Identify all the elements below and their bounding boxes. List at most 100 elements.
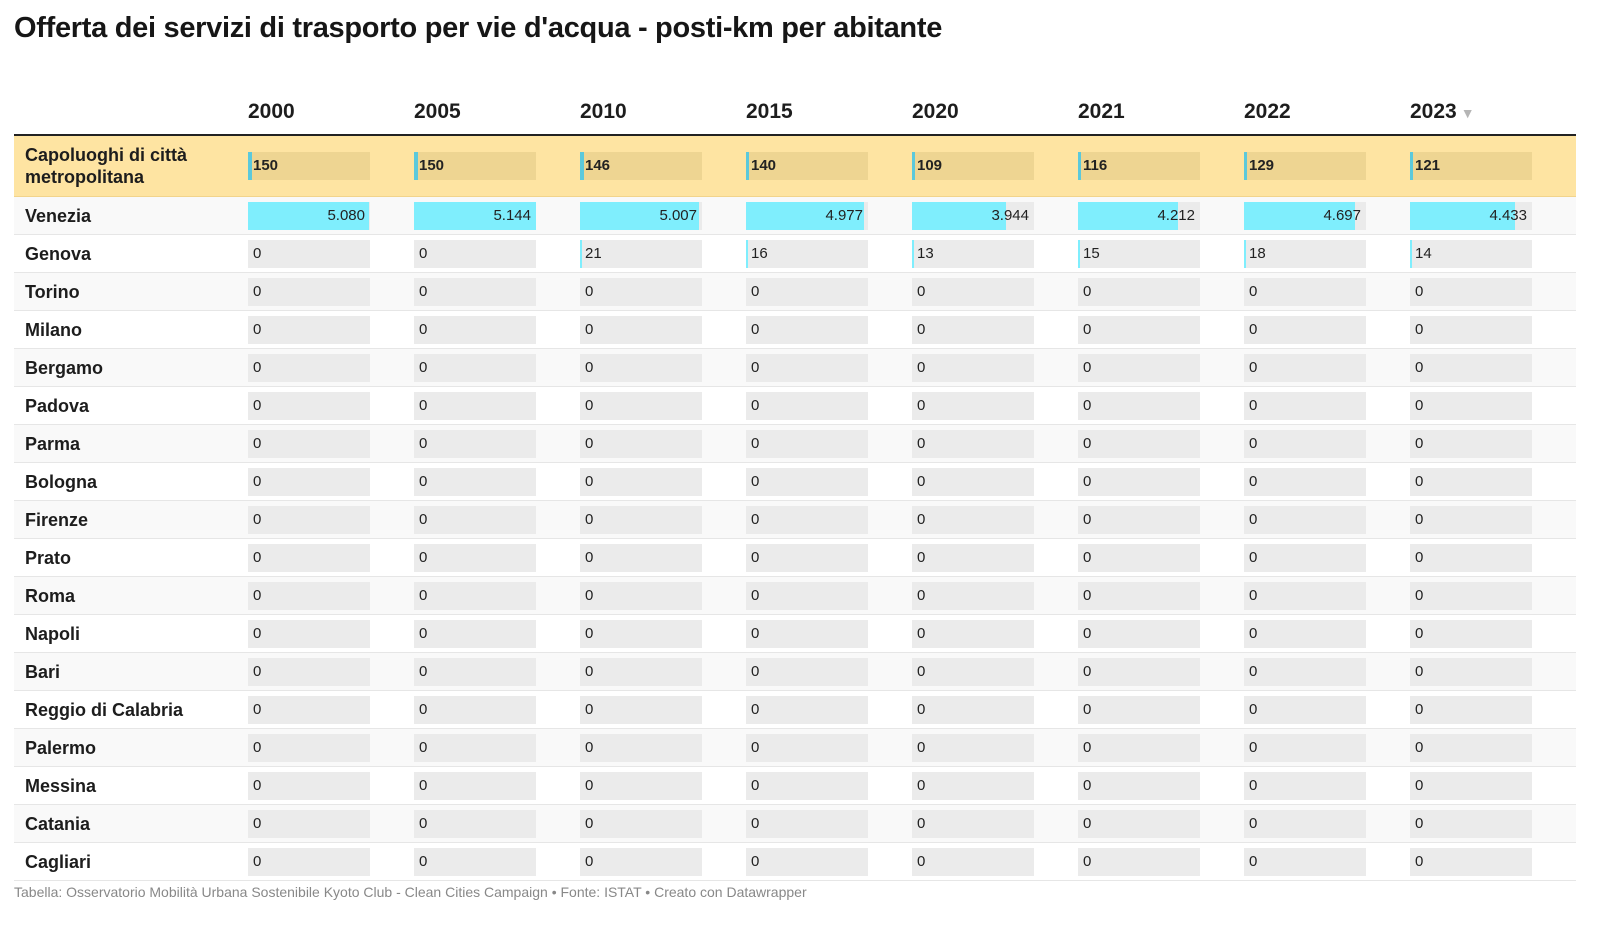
bar-track: 0: [248, 353, 370, 382]
bar-track: 0: [746, 581, 868, 610]
value-label: 0: [1083, 700, 1092, 718]
header-year-2021[interactable]: 2021: [1078, 78, 1244, 136]
value-label: 0: [1249, 586, 1258, 604]
bar-track: 0: [414, 277, 536, 306]
bar-track: 0: [1244, 429, 1366, 458]
row-name: Milano: [14, 310, 248, 349]
value-label: 109: [917, 157, 943, 174]
value-bar: [912, 201, 1006, 230]
value-label: 0: [585, 776, 594, 794]
bar-track: 0: [912, 809, 1034, 838]
value-label: 0: [917, 700, 926, 718]
value-label: 0: [253, 244, 262, 262]
bar-track: 0: [580, 619, 702, 648]
header-year-2015[interactable]: 2015: [746, 78, 912, 136]
value-label: 0: [1415, 852, 1424, 870]
value-label: 0: [419, 510, 428, 528]
table-row: Padova 0 0 0 0 0 0 0 0: [14, 386, 1576, 425]
bar-track: 0: [912, 543, 1034, 572]
bar-track: 0: [414, 429, 536, 458]
value-label: 0: [253, 738, 262, 756]
bar-track: 0: [580, 505, 702, 534]
value-label: 146: [585, 157, 611, 174]
table-cell: 3.944: [912, 196, 1078, 235]
table-cell: 0: [1244, 766, 1410, 805]
header-year-2000[interactable]: 2000: [248, 78, 414, 136]
table-row: Roma 0 0 0 0 0 0 0 0: [14, 576, 1576, 615]
bar-track: 0: [1078, 771, 1200, 800]
value-label: 0: [585, 358, 594, 376]
value-label: 0: [253, 358, 262, 376]
value-label: 4.697: [1323, 206, 1361, 224]
sort-descending-icon[interactable]: ▼: [1460, 105, 1475, 121]
bar-track: 0: [1244, 543, 1366, 572]
table-cell: 0: [1078, 500, 1244, 539]
table-cell: 121: [1410, 135, 1576, 197]
table-cell: 0: [414, 652, 580, 691]
value-label: 0: [1249, 358, 1258, 376]
value-label: 5.080: [327, 206, 365, 224]
table-cell: 0: [580, 576, 746, 615]
bar-track: 0: [248, 429, 370, 458]
bar-track: 0: [414, 619, 536, 648]
header-year-2010[interactable]: 2010: [580, 78, 746, 136]
value-label: 0: [751, 396, 760, 414]
header-year-label: 2010: [580, 100, 627, 123]
header-year-2020[interactable]: 2020: [912, 78, 1078, 136]
value-label: 0: [1415, 434, 1424, 452]
bar-track: 0: [1410, 277, 1532, 306]
bar-track: 0: [912, 505, 1034, 534]
table-cell: 0: [912, 348, 1078, 387]
table-cell: 0: [746, 690, 912, 729]
header-year-2005[interactable]: 2005: [414, 78, 580, 136]
value-label: 0: [1415, 776, 1424, 794]
value-label: 0: [917, 662, 926, 680]
bar-track: 0: [912, 733, 1034, 762]
value-bar: [580, 201, 699, 230]
value-label: 0: [751, 320, 760, 338]
table-cell: 0: [580, 690, 746, 729]
bar-track: 0: [248, 771, 370, 800]
value-bar: [746, 239, 748, 268]
value-label: 0: [917, 358, 926, 376]
bar-track: 0: [746, 543, 868, 572]
header-year-2022[interactable]: 2022: [1244, 78, 1410, 136]
value-label: 0: [585, 852, 594, 870]
table-cell: 0: [580, 310, 746, 349]
value-label: 0: [751, 586, 760, 604]
bar-track: 0: [248, 277, 370, 306]
value-label: 0: [253, 282, 262, 300]
value-label: 0: [1249, 434, 1258, 452]
value-label: 0: [1415, 510, 1424, 528]
value-label: 0: [253, 852, 262, 870]
bar-track: 0: [1078, 657, 1200, 686]
table-cell: 0: [1244, 424, 1410, 463]
bar-track: 0: [746, 391, 868, 420]
table-cell: 0: [414, 538, 580, 577]
bar-track: 0: [580, 809, 702, 838]
table-cell: 0: [248, 424, 414, 463]
value-label: 0: [751, 548, 760, 566]
table-cell: 146: [580, 135, 746, 197]
table-cell: 0: [414, 690, 580, 729]
bar-track: 0: [1410, 695, 1532, 724]
value-label: 0: [419, 282, 428, 300]
bar-track: 0: [746, 353, 868, 382]
bar-track: 0: [414, 695, 536, 724]
table-cell: 15: [1078, 234, 1244, 273]
bar-track: 0: [1410, 733, 1532, 762]
table-cell: 0: [746, 310, 912, 349]
header-year-2023[interactable]: 2023 ▼: [1410, 78, 1576, 136]
value-bar: [912, 152, 915, 180]
table-row: Venezia 5.080 5.144 5.007 4.977 3.944 4.212 4.6…: [14, 196, 1576, 235]
value-label: 0: [1415, 814, 1424, 832]
header-name[interactable]: [14, 78, 248, 136]
header-year-label: 2020: [912, 100, 959, 123]
bar-track: 0: [1410, 315, 1532, 344]
table-cell: 0: [1244, 462, 1410, 501]
table-cell: 0: [912, 424, 1078, 463]
bar-track: 0: [1078, 505, 1200, 534]
table-cell: 0: [580, 538, 746, 577]
table-cell: 0: [580, 462, 746, 501]
value-label: 0: [253, 434, 262, 452]
